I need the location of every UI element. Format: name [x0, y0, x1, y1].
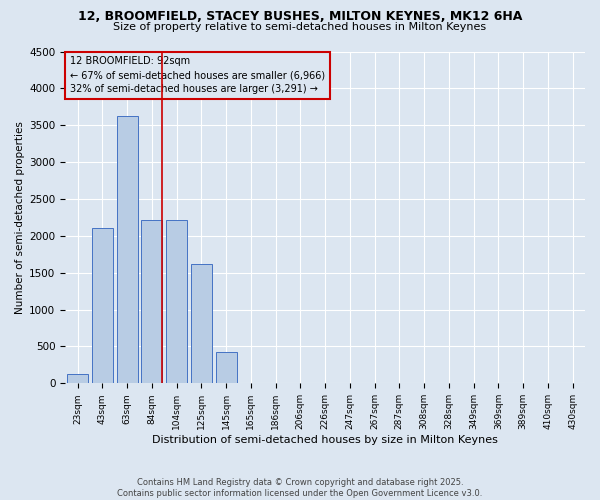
Bar: [191, 264, 212, 384]
Bar: [141, 220, 163, 384]
Bar: [92, 228, 113, 384]
X-axis label: Distribution of semi-detached houses by size in Milton Keynes: Distribution of semi-detached houses by …: [152, 435, 498, 445]
Y-axis label: Number of semi-detached properties: Number of semi-detached properties: [15, 121, 25, 314]
Bar: [116, 116, 137, 384]
Text: Size of property relative to semi-detached houses in Milton Keynes: Size of property relative to semi-detach…: [113, 22, 487, 32]
Bar: [166, 220, 187, 384]
Bar: [215, 352, 236, 384]
Text: Contains HM Land Registry data © Crown copyright and database right 2025.
Contai: Contains HM Land Registry data © Crown c…: [118, 478, 482, 498]
Text: 12 BROOMFIELD: 92sqm
← 67% of semi-detached houses are smaller (6,966)
32% of se: 12 BROOMFIELD: 92sqm ← 67% of semi-detac…: [70, 56, 325, 94]
Bar: [67, 374, 88, 384]
Text: 12, BROOMFIELD, STACEY BUSHES, MILTON KEYNES, MK12 6HA: 12, BROOMFIELD, STACEY BUSHES, MILTON KE…: [78, 10, 522, 23]
